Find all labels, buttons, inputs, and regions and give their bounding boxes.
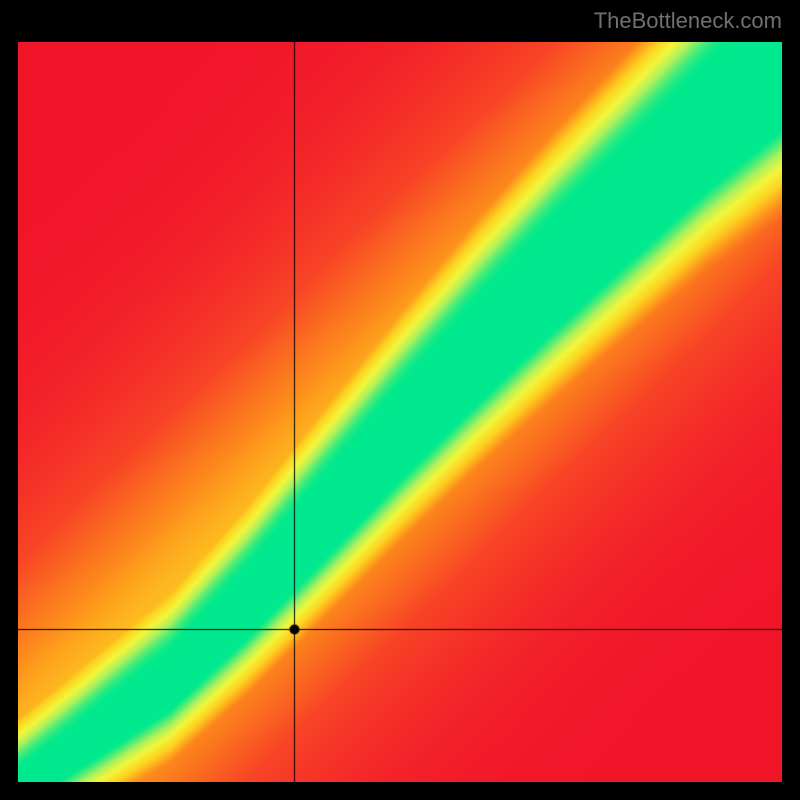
watermark-text: TheBottleneck.com: [594, 8, 782, 34]
heatmap-plot: [18, 42, 782, 782]
plot-canvas: [18, 42, 782, 782]
